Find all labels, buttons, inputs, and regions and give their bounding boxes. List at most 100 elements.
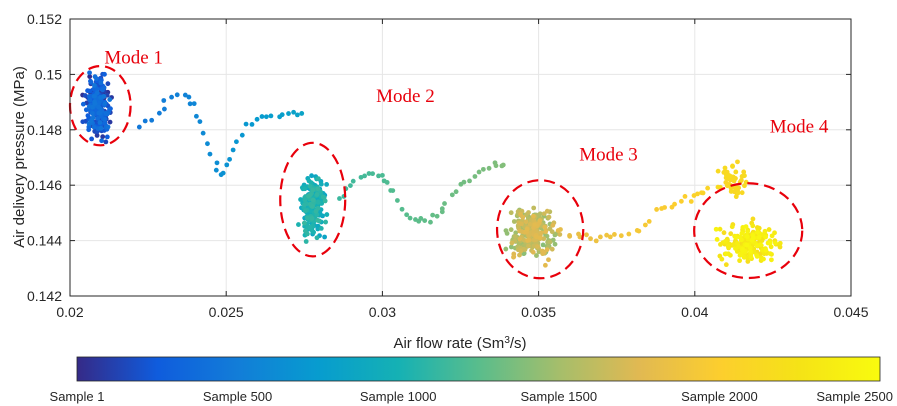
data-point (688, 199, 694, 204)
mode-ellipses: Mode 1 Mode 2 Mode 3 Mode 4 (68, 47, 829, 280)
data-point (169, 94, 174, 100)
data-point (315, 199, 321, 205)
data-points (80, 70, 783, 268)
data-point (449, 192, 455, 198)
data-point (662, 205, 668, 210)
data-point (521, 250, 527, 256)
data-point (322, 198, 328, 204)
y-tick-label: 0.146 (27, 177, 62, 193)
data-point (740, 248, 745, 253)
data-point (102, 71, 107, 77)
x-tick-label: 0.035 (521, 304, 556, 320)
data-point (96, 104, 101, 110)
data-point (322, 234, 328, 240)
data-point (742, 183, 747, 189)
data-point (715, 168, 721, 174)
data-point (544, 233, 550, 239)
data-point (92, 74, 98, 80)
data-point (149, 117, 155, 123)
data-point (461, 179, 467, 185)
data-point (87, 70, 92, 76)
data-point (92, 83, 97, 88)
data-point (547, 239, 553, 245)
data-point (739, 190, 745, 196)
data-point (384, 180, 390, 185)
data-point (82, 93, 88, 98)
data-point (520, 214, 526, 220)
data-point (758, 242, 763, 248)
data-point (80, 119, 86, 125)
data-point (320, 194, 326, 200)
data-point (243, 121, 249, 127)
data-point (748, 254, 754, 260)
mode-1-label: Mode 1 (104, 47, 163, 68)
data-point (524, 226, 530, 232)
data-point (767, 240, 773, 246)
colorbar-label: Sample 1500 (520, 389, 597, 404)
data-point (104, 134, 110, 140)
y-tick-label: 0.15 (35, 66, 62, 82)
data-point (156, 110, 162, 116)
data-point (390, 188, 396, 193)
data-point (537, 211, 543, 217)
data-point (304, 215, 310, 221)
data-point (186, 94, 192, 100)
colorbar-label: Sample 1000 (360, 389, 437, 404)
data-point (100, 134, 106, 140)
x-axis-title-sup: 3 (504, 335, 510, 346)
data-point (748, 249, 753, 254)
data-point (286, 111, 291, 116)
data-point (733, 169, 739, 175)
data-point (350, 178, 356, 184)
data-point (607, 234, 613, 240)
plot-area (70, 19, 851, 296)
data-point (99, 138, 105, 144)
data-point (672, 201, 677, 207)
data-point (430, 212, 436, 218)
data-point (541, 236, 547, 242)
data-point (722, 165, 728, 171)
data-point (767, 251, 773, 256)
data-point (618, 233, 624, 239)
data-point (544, 247, 550, 253)
data-point (302, 208, 308, 214)
data-point (747, 245, 753, 251)
data-point (546, 214, 552, 220)
data-point (315, 226, 321, 232)
colorbar-labels: Sample 1 Sample 500 Sample 1000 Sample 1500… (50, 389, 893, 404)
data-point (486, 165, 492, 171)
data-point (750, 235, 756, 241)
data-point (268, 113, 274, 119)
data-point (544, 208, 550, 214)
data-point (508, 244, 514, 250)
data-point (220, 170, 226, 176)
data-point (741, 254, 747, 260)
data-point (98, 80, 104, 86)
data-point (380, 172, 385, 178)
data-point (730, 242, 736, 248)
colorbar (76, 356, 881, 382)
data-point (756, 235, 762, 240)
data-point (531, 229, 537, 234)
data-point (200, 130, 206, 136)
data-point (769, 257, 774, 263)
data-point (537, 235, 543, 241)
data-point (94, 133, 100, 138)
data-point (97, 120, 103, 125)
data-point (324, 181, 330, 187)
data-point (279, 112, 285, 118)
data-point (721, 230, 727, 236)
data-point (207, 151, 213, 157)
data-point (476, 169, 482, 175)
data-point (549, 246, 555, 252)
data-point (439, 206, 445, 212)
data-point (324, 212, 330, 217)
data-point (302, 186, 308, 192)
data-point (395, 198, 400, 203)
data-point (763, 247, 769, 253)
data-point (94, 90, 100, 96)
data-point (442, 201, 447, 206)
colorbar-label: Sample 500 (203, 389, 272, 404)
data-point (626, 231, 632, 237)
data-point (754, 229, 760, 235)
